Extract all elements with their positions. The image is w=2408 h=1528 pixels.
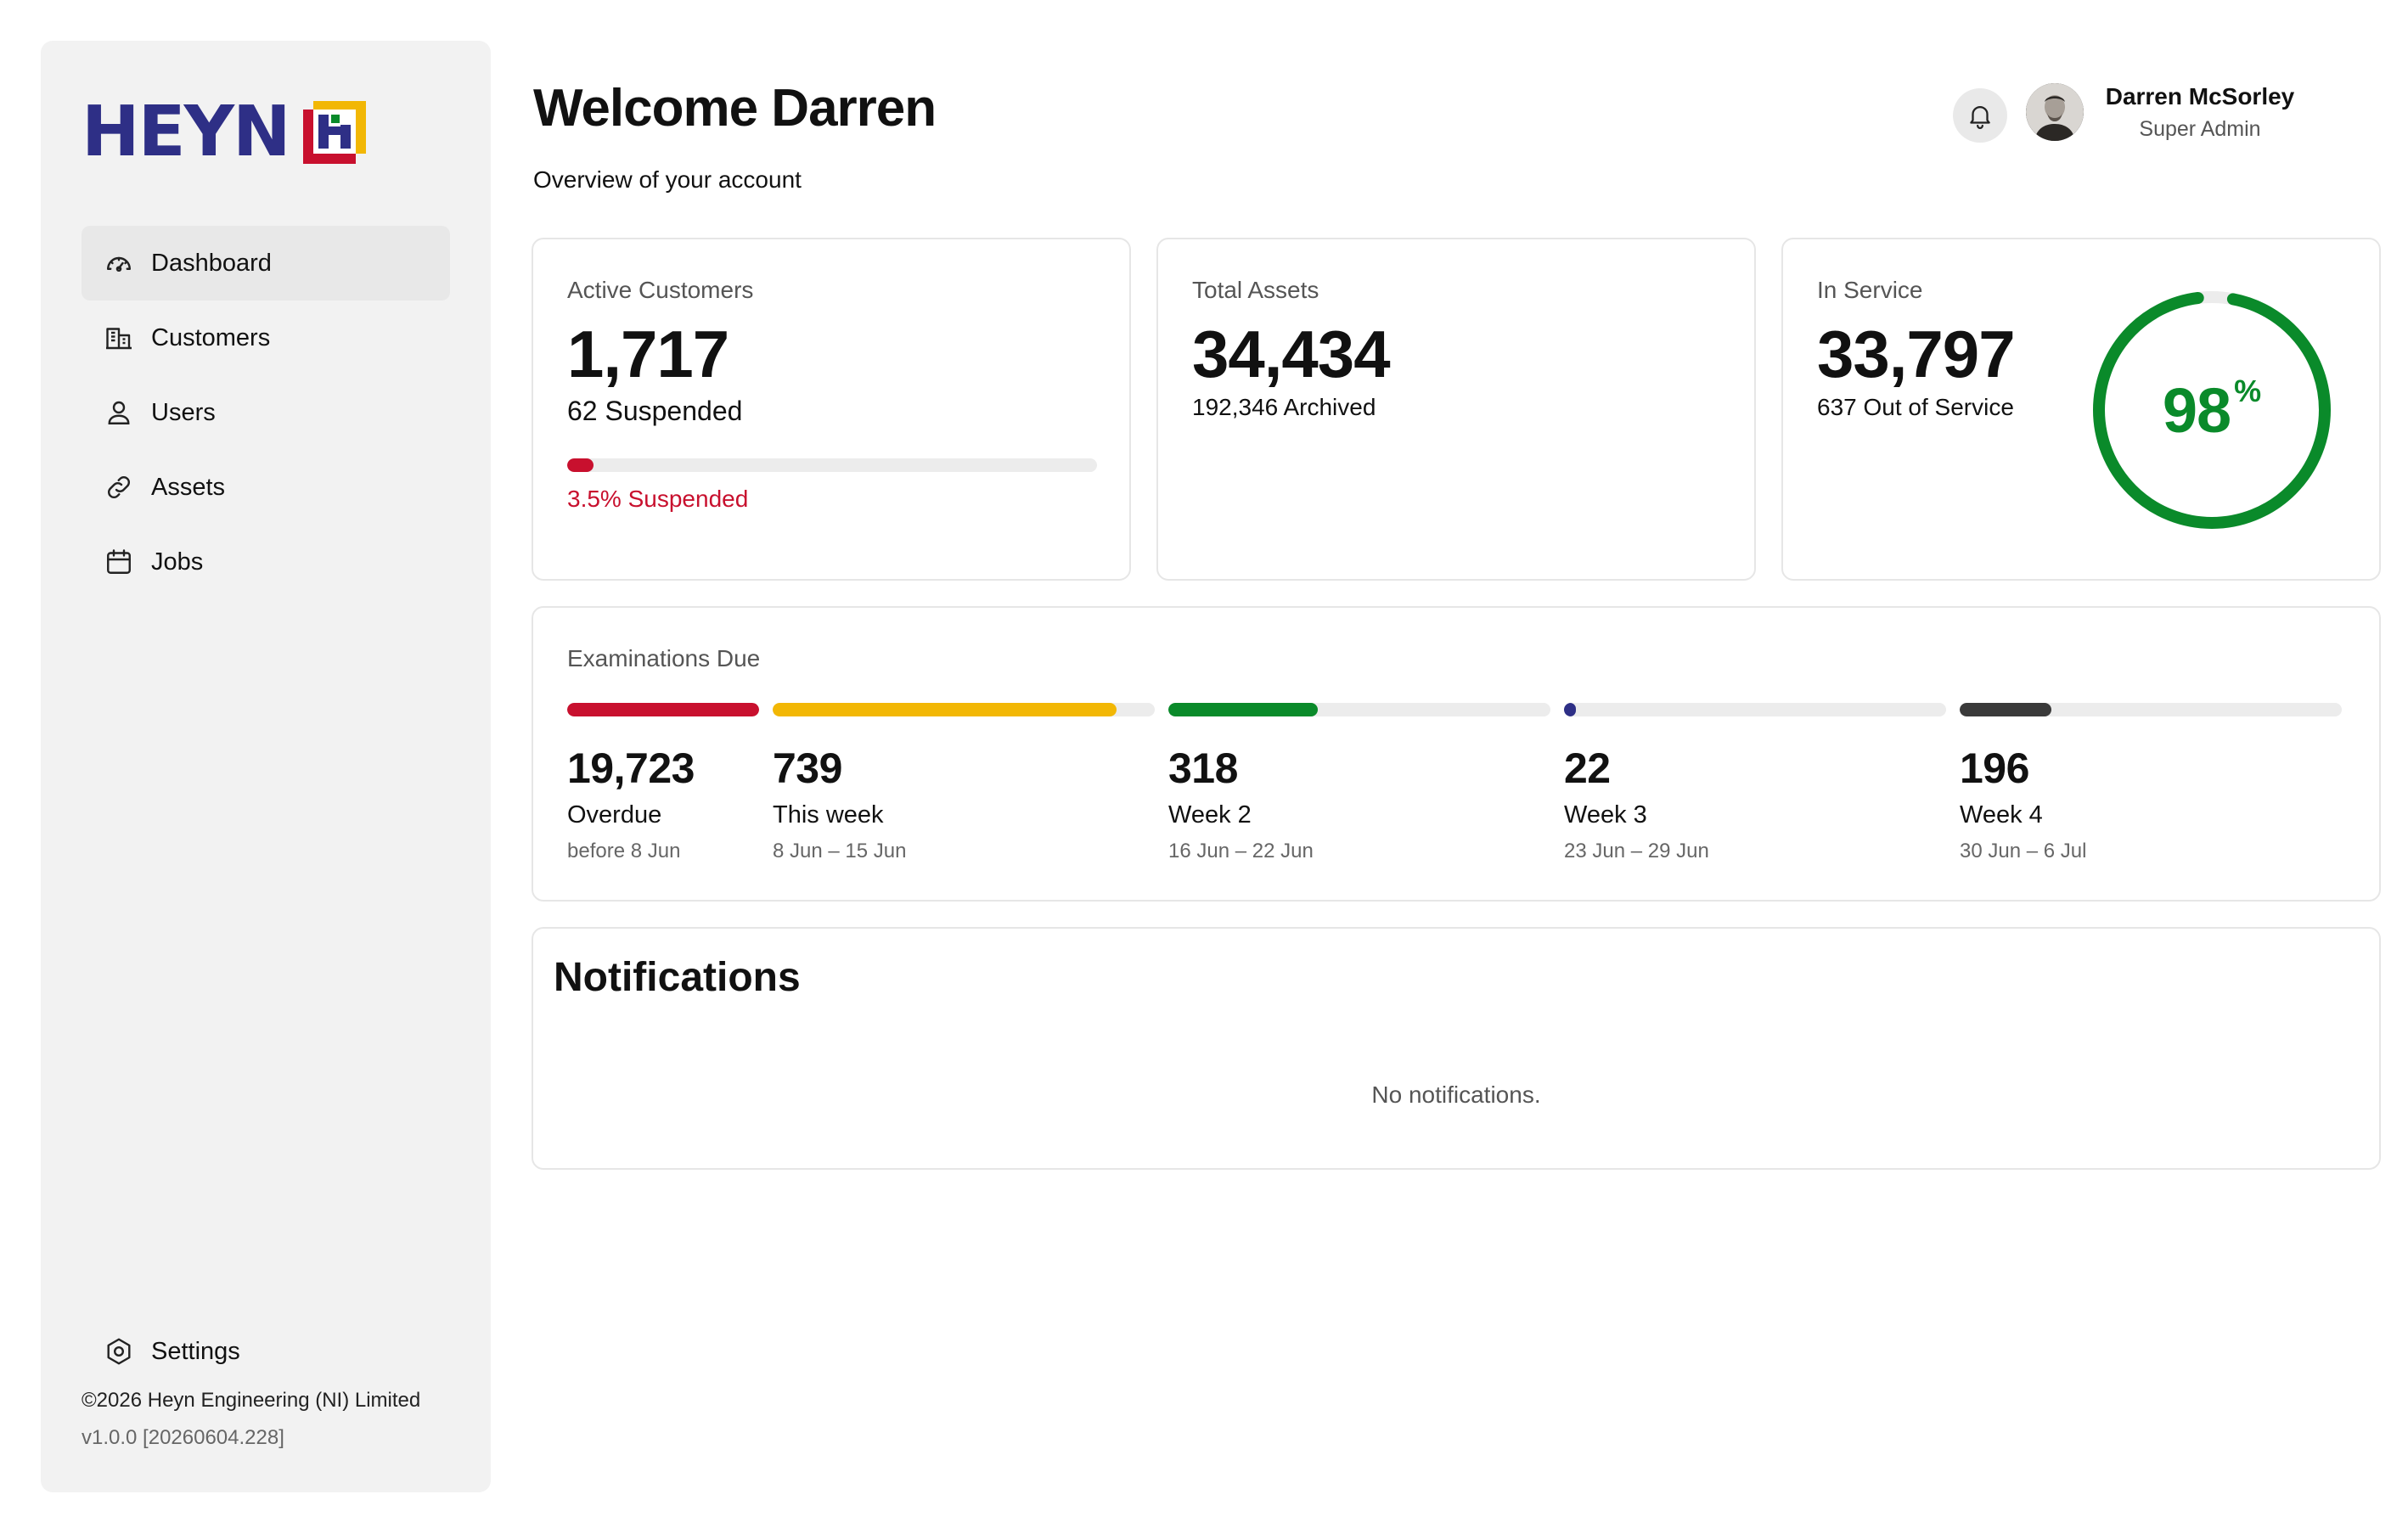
in-service-gauge xyxy=(2093,291,2331,529)
exam-label: Overdue xyxy=(567,801,662,829)
sidebar-item-settings[interactable]: Settings xyxy=(82,1314,450,1389)
sidebar-item-customers[interactable]: Customers xyxy=(82,301,450,375)
exam-progress-track xyxy=(773,703,1155,716)
sidebar-footer: ©2026 Heyn Engineering (NI) Limited v1.0… xyxy=(82,1389,420,1450)
exam-bucket-week-4[interactable]: 196 Week 4 30 Jun – 6 Jul xyxy=(1960,703,2342,863)
exam-progress-track xyxy=(567,703,759,716)
card-label: In Service xyxy=(1817,277,1923,303)
sidebar-item-jobs[interactable]: Jobs xyxy=(82,525,450,599)
sidebar-item-label: Assets xyxy=(151,473,226,501)
user-name[interactable]: Darren McSorley xyxy=(2105,83,2295,110)
exam-range: before 8 Jun xyxy=(567,840,681,862)
copyright-text: ©2026 Heyn Engineering (NI) Limited xyxy=(82,1389,421,1412)
exam-progress-fill xyxy=(1960,703,2051,716)
exam-progress-track xyxy=(1168,703,1550,716)
active-customers-value: 1,717 xyxy=(567,317,729,391)
card-label: Active Customers xyxy=(567,277,754,303)
settings-gear-icon xyxy=(104,1336,134,1367)
exam-count: 318 xyxy=(1168,744,1238,792)
exam-progress-fill xyxy=(1168,703,1318,716)
building-icon xyxy=(104,323,134,353)
suspended-percent: 3.5% Suspended xyxy=(567,486,749,512)
sidebar-item-label: Customers xyxy=(151,323,271,351)
sidebar-item-label: Dashboard xyxy=(151,249,272,277)
exam-count: 19,723 xyxy=(567,744,695,792)
exam-label: Week 4 xyxy=(1960,801,2043,829)
gauge-value: 98 xyxy=(2162,374,2231,446)
exam-range: 8 Jun – 15 Jun xyxy=(773,840,907,862)
exam-bucket-week-3[interactable]: 22 Week 3 23 Jun – 29 Jun xyxy=(1564,703,1946,863)
bell-icon xyxy=(1970,106,1990,129)
dashboard-gauge-icon xyxy=(104,248,134,278)
in-service-value: 33,797 xyxy=(1817,317,2016,391)
sidebar-item-users[interactable]: Users xyxy=(82,375,450,450)
exam-progress-track xyxy=(1960,703,2342,716)
calendar-icon xyxy=(104,547,134,577)
exam-bucket-week-2[interactable]: 318 Week 2 16 Jun – 22 Jun xyxy=(1168,703,1550,863)
user-role: Super Admin xyxy=(2139,117,2261,141)
out-of-service-count: 637 Out of Service xyxy=(1817,394,2014,420)
exam-count: 22 xyxy=(1564,744,1611,792)
card-label: Total Assets xyxy=(1192,277,1319,303)
heyn-logo[interactable]: HEYN xyxy=(82,80,366,185)
user-icon xyxy=(104,397,134,428)
exam-count: 739 xyxy=(773,744,842,792)
logo-mark-icon xyxy=(302,101,366,164)
user-avatar[interactable] xyxy=(2026,83,2084,141)
exam-progress-fill xyxy=(1564,703,1576,716)
notifications-title: Notifications xyxy=(554,955,801,1000)
exam-progress-fill xyxy=(567,703,759,716)
avatar-photo-icon xyxy=(2026,83,2084,141)
sidebar-item-assets[interactable]: Assets xyxy=(82,450,450,525)
exam-label: This week xyxy=(773,801,884,829)
suspended-count: 62 Suspended xyxy=(567,396,743,426)
sidebar-item-label: Jobs xyxy=(151,548,204,576)
sidebar-settings: Settings xyxy=(82,1314,450,1389)
suspended-progress-fill xyxy=(567,458,594,472)
settings-label: Settings xyxy=(151,1337,240,1365)
version-text: v1.0.0 [20260604.228] xyxy=(82,1426,284,1449)
exam-label: Week 3 xyxy=(1564,801,1647,829)
notifications-card: Notifications No notifications. xyxy=(532,927,2381,1170)
gauge-label: 98 % xyxy=(2090,289,2333,531)
total-assets-card[interactable]: Total Assets 34,434 192,346 Archived xyxy=(1156,238,1756,581)
sidebar-nav: Dashboard Customers Users xyxy=(82,226,450,599)
exam-progress-fill xyxy=(773,703,1117,716)
logo-wordmark: HEYN xyxy=(82,92,291,172)
exam-range: 16 Jun – 22 Jun xyxy=(1168,840,1314,862)
page-title: Welcome Darren xyxy=(533,79,937,138)
exam-bucket-overdue[interactable]: 19,723 Overdue before 8 Jun xyxy=(567,703,759,863)
sidebar-item-dashboard[interactable]: Dashboard xyxy=(82,226,450,301)
examinations-due-card: Examinations Due 19,723 Overdue before 8… xyxy=(532,606,2381,902)
active-customers-card[interactable]: Active Customers 1,717 62 Suspended 3.5%… xyxy=(532,238,1131,581)
total-assets-value: 34,434 xyxy=(1192,317,1391,391)
exam-range: 30 Jun – 6 Jul xyxy=(1960,840,2087,862)
link-icon xyxy=(104,472,134,503)
archived-count: 192,346 Archived xyxy=(1192,394,1376,420)
in-service-card[interactable]: In Service 33,797 637 Out of Service 98 … xyxy=(1781,238,2381,581)
exam-range: 23 Jun – 29 Jun xyxy=(1564,840,1709,862)
exam-progress-track xyxy=(1564,703,1946,716)
exam-bucket-this-week[interactable]: 739 This week 8 Jun – 15 Jun xyxy=(773,703,1155,863)
page-subtitle: Overview of your account xyxy=(533,166,802,193)
notifications-empty-message: No notifications. xyxy=(1371,1081,1541,1108)
notifications-button[interactable] xyxy=(1953,88,2007,143)
gauge-arc xyxy=(2093,291,2331,529)
suspended-progress-track xyxy=(567,458,1097,472)
exam-label: Week 2 xyxy=(1168,801,1252,829)
sidebar: HEYN Dashboard xyxy=(41,41,491,1492)
exam-count: 196 xyxy=(1960,744,2029,792)
sidebar-item-label: Users xyxy=(151,398,216,426)
gauge-unit: % xyxy=(2234,374,2262,408)
card-label: Examinations Due xyxy=(567,645,761,671)
